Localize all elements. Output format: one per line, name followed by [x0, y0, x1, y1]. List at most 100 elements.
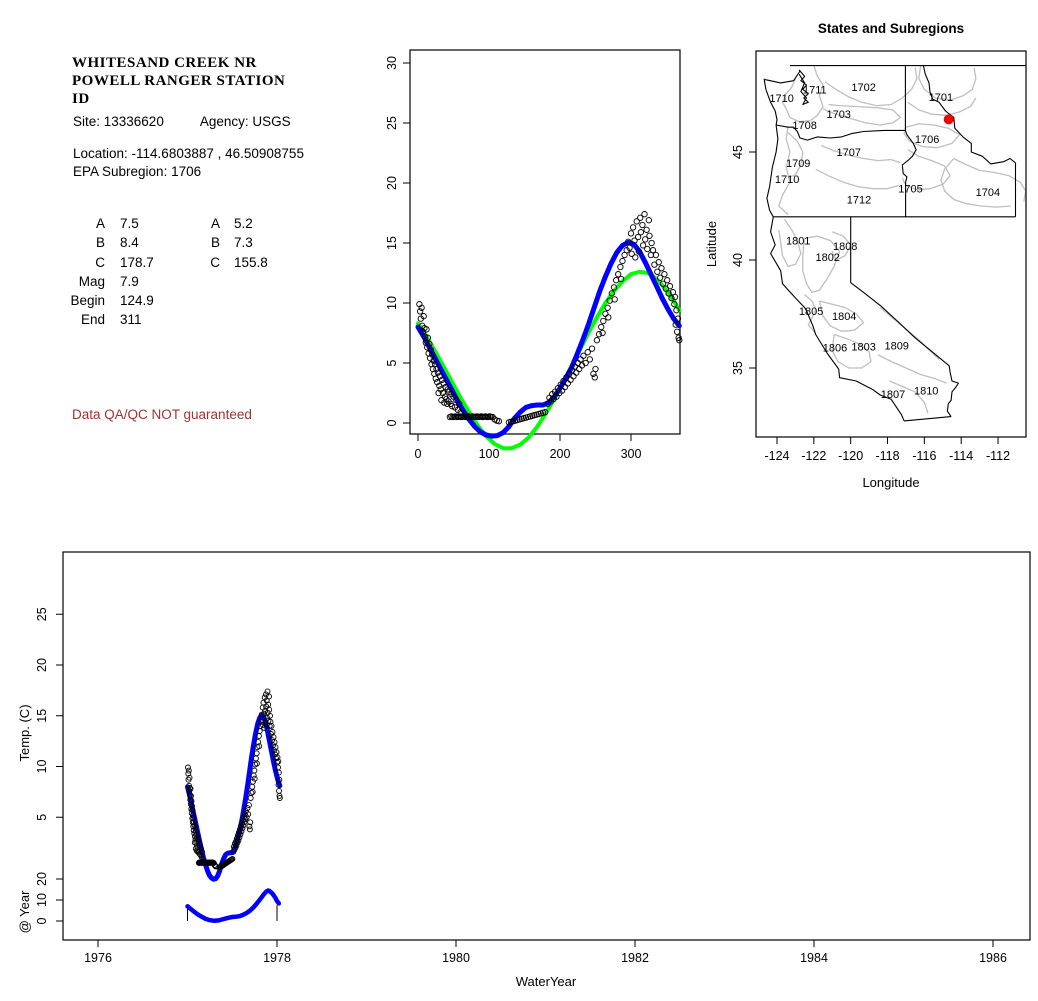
- data-point: [275, 758, 282, 765]
- data-point: [198, 845, 204, 852]
- state-boundary: [904, 416, 952, 422]
- data-point: [664, 277, 671, 284]
- data-point: [244, 805, 251, 812]
- data-point: [649, 247, 657, 254]
- subregion-boundary: [940, 158, 1011, 208]
- subregion-boundary: [918, 65, 977, 101]
- param-label: C: [95, 254, 105, 270]
- data-point: [430, 357, 437, 364]
- data-point: [671, 293, 679, 301]
- data-point: [197, 842, 203, 849]
- data-point: [495, 418, 503, 425]
- data-point: [656, 274, 664, 281]
- subregion-label: 1709: [786, 158, 810, 170]
- subregion-label: 1808: [833, 241, 857, 253]
- subregion-boundary: [820, 144, 901, 164]
- data-point: [185, 764, 191, 771]
- subregion-label: 1807: [881, 389, 905, 401]
- data-point: [434, 379, 441, 386]
- data-point: [598, 323, 605, 331]
- param-row: Begin 124.9: [60, 291, 268, 310]
- param-row: C 178.7 C 155.8: [60, 253, 268, 272]
- data-point: [424, 334, 432, 341]
- subregion-boundary: [953, 157, 1027, 202]
- state-boundary: [763, 78, 778, 126]
- data-point: [580, 352, 587, 359]
- data-point: [676, 337, 683, 344]
- subregion-label: 1701: [929, 92, 953, 104]
- data-point: [439, 389, 447, 397]
- data-point: [247, 819, 254, 826]
- data-point: [240, 822, 247, 829]
- data-point: [591, 374, 598, 381]
- data-point: [577, 356, 584, 363]
- subregion-boundary: [901, 149, 951, 191]
- data-point: [661, 271, 668, 278]
- state-boundary: [766, 124, 779, 218]
- data-point: [248, 789, 255, 796]
- data-point: [261, 694, 268, 701]
- data-point: [588, 345, 596, 352]
- y-tick-temp-label: 5: [35, 814, 49, 821]
- seasonal-fit-panel: 0 100 200 300 0 5 10 15 20 25 30: [385, 49, 683, 461]
- data-point: [654, 268, 661, 275]
- seasonal-plot-frame: [409, 49, 681, 435]
- data-point: [199, 848, 205, 855]
- data-point: [420, 313, 427, 320]
- y-tick-label: 35: [731, 361, 745, 375]
- data-point: [252, 755, 259, 762]
- x-tick-label: 1984: [800, 951, 828, 965]
- data-point: [612, 277, 620, 284]
- param-value: 7.5: [120, 216, 139, 231]
- data-point: [567, 376, 574, 383]
- subregion-label: 1801: [786, 236, 810, 248]
- subregion-boundary: [878, 354, 947, 384]
- data-point: [570, 373, 577, 380]
- data-point: [441, 399, 448, 406]
- data-point: [235, 837, 242, 844]
- timeseries-frame: [62, 551, 1031, 941]
- map-yaxis-label: Latitude: [704, 221, 719, 267]
- data-point: [190, 812, 196, 819]
- y-tick-label: 10: [385, 296, 399, 310]
- data-point: [659, 280, 667, 287]
- subregion-label: 1804: [832, 311, 856, 323]
- param-row: A 7.5 A 5.2: [60, 214, 268, 233]
- data-point: [434, 369, 442, 376]
- x-tick-label: -112: [986, 449, 1010, 463]
- data-point: [644, 245, 651, 253]
- data-point: [642, 236, 649, 243]
- state-boundary: [850, 216, 959, 417]
- subregion-label: 1809: [884, 340, 908, 352]
- subregion-label: 1702: [851, 82, 875, 94]
- site-id: Site: 13336620: [73, 114, 164, 129]
- data-point: [245, 811, 252, 818]
- subregion-boundary: [778, 126, 791, 216]
- data-point: [645, 217, 652, 224]
- map-title: States and Subregions: [818, 21, 964, 36]
- data-point: [229, 855, 236, 862]
- subregion-label: 1712: [847, 195, 871, 207]
- data-point: [236, 834, 243, 841]
- data-point: [582, 359, 589, 367]
- data-point: [188, 806, 195, 813]
- green-harmonic-curve: [416, 269, 682, 451]
- x-tick-label: 1978: [263, 951, 291, 965]
- param-row: Mag 7.9: [60, 272, 268, 291]
- data-point: [673, 328, 681, 335]
- data-point: [611, 296, 618, 303]
- data-point: [246, 823, 253, 830]
- data-point: [251, 767, 258, 774]
- data-point: [628, 250, 635, 257]
- subregion-boundary: [815, 168, 899, 190]
- data-point: [639, 242, 647, 249]
- data-point: [436, 373, 444, 380]
- y-tick-amp-label: 20: [35, 872, 49, 886]
- param-row: B 8.4 B 7.3: [60, 233, 268, 252]
- x-tick-label: 300: [621, 447, 642, 461]
- param-label: C: [210, 254, 220, 270]
- x-tick-label: 100: [479, 447, 500, 461]
- data-point: [421, 333, 429, 340]
- data-point: [672, 321, 679, 328]
- subregion-boundary: [787, 132, 804, 179]
